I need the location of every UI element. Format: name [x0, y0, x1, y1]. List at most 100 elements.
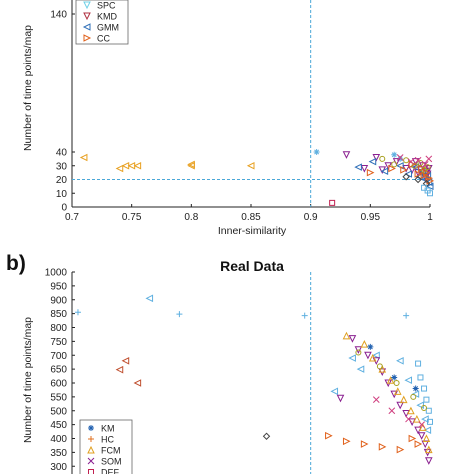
panel-a-data-point — [421, 161, 429, 168]
panel-a-data-point — [420, 171, 429, 180]
panel-b-y-tick-label: 600 — [50, 379, 67, 390]
panel-b-y-tick-label: 450 — [50, 420, 67, 431]
panel-a-y-tick-label: 30 — [56, 161, 68, 172]
panel-b-data-point — [412, 385, 419, 392]
panel-b-data-point — [342, 331, 351, 340]
panel-a-data-point — [379, 155, 386, 162]
panel-b-legend-label: DEF — [101, 468, 120, 474]
panel-b-data-point — [115, 365, 124, 374]
panel-a-data-point — [372, 154, 381, 162]
panel-b-legend-label: FCM — [101, 446, 121, 456]
panel-b-data-point — [418, 421, 426, 428]
panel-a-data-point — [396, 154, 404, 161]
panel-a-legend-marker — [83, 12, 91, 21]
panel-b-data-point — [410, 393, 417, 400]
panel-b-y-tick-label: 300 — [50, 462, 67, 473]
panel-b-data-point — [367, 343, 374, 350]
panel-a-x-tick-label: 0.75 — [122, 212, 142, 223]
panel-b-data-point — [355, 349, 362, 356]
panel-b-data-point — [417, 432, 426, 440]
panel-a-x-tick-label: 0.8 — [184, 212, 198, 223]
panel-a-y-ticks: 0 10 20 30 40 140 — [50, 10, 75, 214]
panel-a-data-point — [427, 190, 433, 197]
panel-b-data-point — [74, 309, 81, 316]
panel-b-data-point — [414, 440, 423, 448]
panel-b-data-point — [416, 401, 424, 410]
panel-b-data-point — [417, 374, 424, 381]
panel-b-data-point — [176, 311, 183, 318]
panel-b-data-point — [330, 387, 339, 396]
panel-b-data-point — [399, 395, 408, 404]
panel-b-data-point — [386, 376, 395, 384]
panel-a-legend-marker — [82, 23, 91, 31]
panel-b-data-point — [354, 346, 363, 354]
panel-b-data-point — [301, 312, 308, 319]
panel-a-data-point — [425, 155, 433, 163]
panel-b-data-point — [372, 351, 380, 360]
panel-b-data-point — [391, 374, 398, 381]
panel-a-legend-label: GMM — [97, 23, 119, 33]
panel-a-data-point — [79, 153, 88, 162]
panel-b-data-point — [396, 445, 405, 454]
panel-a-data-point — [380, 167, 389, 176]
panel-b-y-tick-label: 1000 — [45, 268, 68, 279]
panel-b-data-point — [372, 396, 380, 404]
panel-b-data-point — [348, 354, 356, 362]
panel-b-data-point — [415, 360, 422, 367]
panel-b-legend-marker — [87, 445, 95, 454]
panel-a-data-point — [388, 164, 396, 173]
panel-a-data-point — [366, 168, 375, 177]
panel-a-data-point — [391, 161, 398, 168]
panel-b-data-point — [348, 335, 357, 343]
panel-b-data-points — [74, 294, 433, 465]
panel-b-data-point — [336, 394, 345, 403]
panel-a-data-point — [400, 166, 408, 174]
panel-b-data-point — [364, 351, 372, 360]
panel-a-legend-label: CC — [97, 34, 110, 44]
panel-b-y-tick-label: 850 — [50, 309, 67, 320]
panel-a-legend-box — [75, 0, 129, 45]
panel-b-data-point — [368, 353, 377, 362]
panel-a-data-point — [424, 164, 431, 171]
panel-a-legend-label: KMD — [97, 12, 118, 22]
panel-a-x-tick-label: 1 — [427, 212, 433, 223]
panel-a-data-point — [329, 199, 336, 206]
panel-b-data-point — [396, 401, 404, 410]
panel-b-legend-label: KM — [101, 424, 115, 434]
panel-b-data-point — [405, 415, 412, 423]
panel-b-y-tick-label: 900 — [50, 295, 67, 306]
panel-b-data-point — [423, 426, 432, 434]
panel-b-y-tick-label: 400 — [50, 434, 67, 445]
panel-a-data-point — [397, 155, 404, 162]
panel-b-data-point — [378, 443, 387, 451]
panel-b-legend-label: SOM — [101, 457, 122, 467]
panel-a-scatter: 0.7 0.75 0.8 0.85 0.9 0.95 1 0 10 20 30 40 140 SPCK… — [22, 0, 435, 237]
panel-a-x-axis-label: Inner-similarity — [218, 225, 287, 237]
panel-b-y-tick-label: 700 — [50, 351, 67, 362]
panel-b-data-point — [376, 363, 383, 370]
panel-a-y-axis-label: Number of time points/map — [22, 25, 34, 151]
panel-a-x-tick-label: 0.7 — [65, 212, 79, 223]
panel-a-data-point — [414, 175, 422, 184]
panel-a-data-point — [391, 151, 398, 158]
panel-b-data-point — [407, 406, 415, 415]
panel-a-data-point — [187, 161, 195, 170]
panel-b-data-point — [133, 379, 142, 387]
panel-b-data-point — [425, 407, 432, 414]
panel-a-legend-marker — [83, 1, 91, 10]
panel-a-x-tick-label: 0.9 — [304, 212, 318, 223]
panel-b-legend-marker — [88, 436, 94, 442]
panel-b-data-point — [422, 434, 431, 442]
panel-b-data-point — [424, 445, 433, 454]
panel-a-data-point — [354, 163, 362, 171]
panel-b-data-point — [403, 312, 410, 319]
panel-a-legend-label: SPC — [97, 1, 116, 11]
panel-b-y-axis-label: Number of time points/map — [22, 317, 34, 443]
panel-a-data-point — [246, 161, 255, 170]
panel-b-data-point — [393, 387, 402, 395]
panel-a-y-tick-label: 40 — [56, 148, 68, 159]
panel-b-data-point — [424, 457, 433, 465]
